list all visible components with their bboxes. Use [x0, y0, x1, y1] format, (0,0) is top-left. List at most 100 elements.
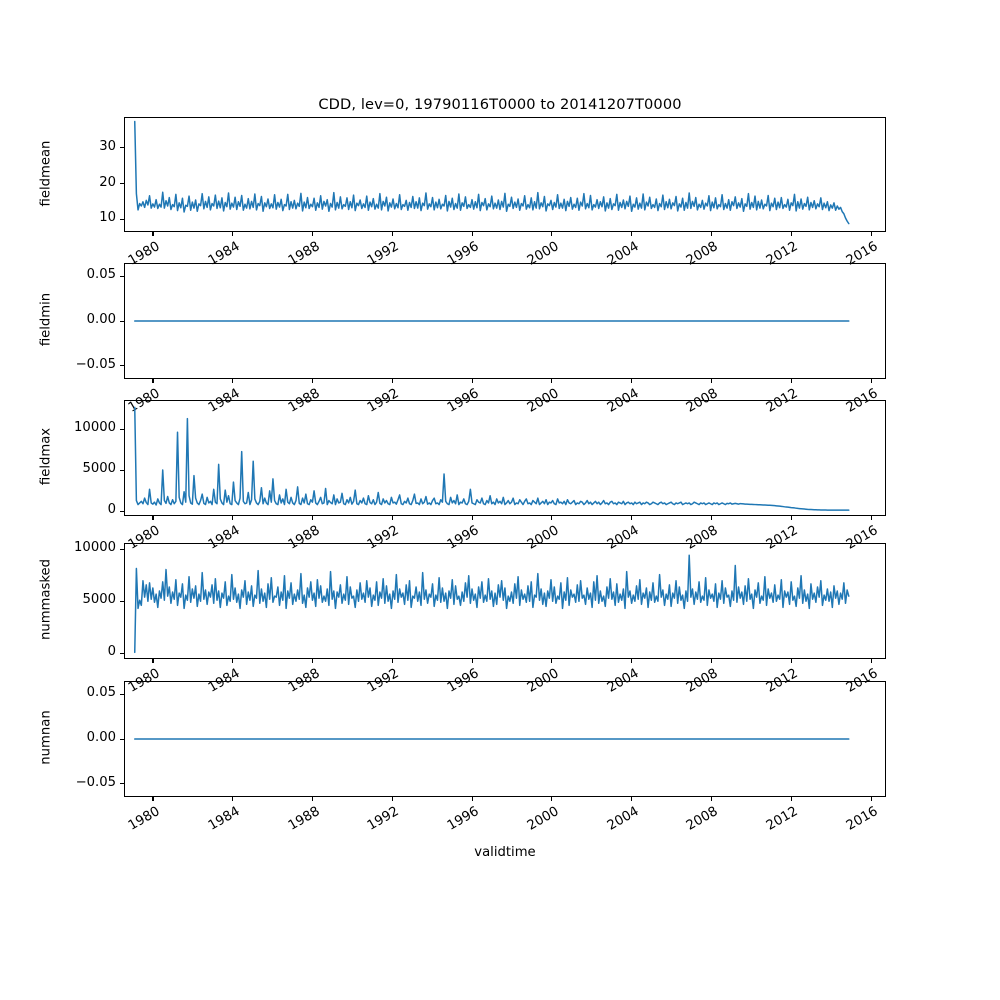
plot-panel-fieldmean: [124, 117, 886, 232]
x-tick-mark: [312, 659, 314, 663]
x-tick-mark: [710, 379, 713, 383]
x-tick-mark: [551, 232, 553, 236]
x-tick-label: 1980: [125, 804, 163, 834]
y-tick-mark: [120, 183, 124, 185]
x-tick-mark: [471, 232, 473, 236]
x-tick-mark: [152, 659, 154, 663]
plot-panel-fieldmin: [124, 263, 886, 379]
x-tick-mark: [870, 379, 872, 383]
x-tick-mark: [631, 379, 633, 383]
y-tick-label: 0.05: [86, 685, 116, 701]
x-tick-mark: [391, 379, 393, 383]
y-tick-mark: [120, 275, 124, 277]
x-tick-mark: [710, 232, 713, 236]
y-tick-mark: [120, 548, 124, 550]
x-tick-mark: [790, 797, 792, 801]
x-tick-label: 1996: [445, 804, 482, 834]
y-tick-label: −0.05: [75, 774, 116, 790]
data-line-fieldmean: [135, 122, 849, 224]
y-tick-label: 10000: [74, 540, 116, 556]
y-tick-mark: [120, 693, 124, 695]
data-line-nummasked: [135, 555, 849, 652]
x-tick-mark: [391, 232, 393, 236]
y-tick-mark: [120, 469, 124, 471]
y-tick-mark: [120, 365, 124, 367]
x-tick-label: 2012: [764, 804, 801, 834]
y-tick-mark: [120, 428, 124, 430]
x-tick-mark: [312, 379, 314, 383]
plot-panel-fieldmax: [124, 400, 886, 516]
x-tick-mark: [232, 379, 234, 383]
x-tick-label: 2000: [524, 804, 562, 834]
x-tick-mark: [232, 232, 234, 236]
x-tick-mark: [152, 379, 154, 383]
x-tick-mark: [631, 797, 633, 801]
x-tick-mark: [471, 797, 473, 801]
plot-panel-numnan: [124, 681, 886, 797]
x-tick-mark: [870, 232, 872, 236]
x-tick-mark: [790, 232, 792, 236]
y-tick-label: 0: [107, 502, 116, 518]
x-tick-mark: [152, 797, 154, 801]
y-tick-mark: [120, 320, 124, 322]
x-axis-label: validtime: [474, 845, 536, 860]
figure-title: CDD, lev=0, 19790116T0000 to 20141207T00…: [318, 96, 682, 113]
x-tick-label: 2016: [843, 804, 881, 834]
x-tick-label: 2004: [604, 804, 642, 834]
y-tick-mark: [120, 510, 124, 512]
x-tick-mark: [232, 516, 234, 520]
y-axis-label-fieldmin: fieldmin: [38, 292, 54, 347]
x-tick-mark: [312, 232, 314, 236]
x-tick-mark: [152, 232, 154, 236]
y-tick-label: 5000: [82, 592, 116, 608]
y-tick-mark: [120, 783, 124, 785]
plot-panel-nummasked: [124, 543, 886, 659]
y-tick-label: 30: [99, 138, 116, 154]
x-tick-label: 2008: [684, 804, 721, 834]
y-tick-label: 10: [99, 210, 116, 226]
x-tick-mark: [790, 659, 792, 663]
x-tick-mark: [710, 797, 713, 801]
x-tick-mark: [232, 797, 234, 801]
x-tick-mark: [710, 516, 713, 520]
y-tick-label: 0.00: [86, 312, 116, 327]
x-tick-mark: [391, 516, 393, 520]
y-axis-label-nummasked: nummasked: [38, 559, 54, 641]
y-tick-mark: [120, 738, 124, 740]
x-tick-label: 1992: [365, 804, 402, 834]
x-tick-mark: [551, 659, 553, 663]
y-tick-mark: [120, 600, 124, 602]
x-tick-mark: [790, 516, 792, 520]
y-axis-label-fieldmean: fieldmean: [38, 140, 54, 206]
x-tick-mark: [471, 659, 473, 663]
x-tick-mark: [471, 516, 473, 520]
x-tick-mark: [391, 659, 393, 663]
x-tick-mark: [790, 379, 792, 383]
y-tick-mark: [120, 652, 124, 654]
y-tick-label: 10000: [74, 420, 116, 436]
y-axis-label-fieldmax: fieldmax: [38, 427, 54, 486]
y-tick-label: 0: [107, 644, 116, 660]
x-tick-mark: [551, 379, 553, 383]
x-tick-mark: [631, 659, 633, 663]
x-tick-mark: [471, 379, 473, 383]
x-tick-mark: [870, 797, 872, 801]
y-tick-mark: [120, 147, 124, 149]
x-tick-mark: [312, 516, 314, 520]
x-tick-mark: [391, 797, 393, 801]
y-axis-label-numnan: numnan: [38, 710, 54, 765]
y-tick-label: 20: [99, 174, 116, 190]
y-tick-label: 5000: [82, 461, 116, 477]
x-tick-mark: [232, 659, 234, 663]
x-tick-mark: [631, 232, 633, 236]
x-tick-mark: [152, 516, 154, 520]
y-tick-label: 0.05: [86, 267, 116, 283]
x-tick-mark: [710, 659, 713, 663]
x-tick-mark: [870, 659, 872, 663]
x-tick-mark: [870, 516, 872, 520]
x-tick-label: 1988: [285, 804, 322, 834]
x-tick-label: 1984: [205, 804, 243, 834]
x-tick-mark: [631, 516, 633, 520]
y-tick-label: 0.00: [86, 730, 116, 745]
